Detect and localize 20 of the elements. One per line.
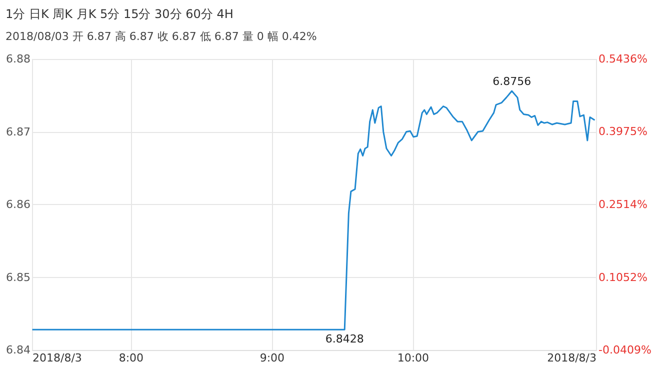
line-series	[32, 90, 596, 330]
y2-tick-label: 0.1052%	[598, 270, 648, 284]
y-tick-label: 6.86	[6, 198, 30, 211]
annotation: 6.8756	[492, 75, 532, 88]
y-tick-label: 6.84	[6, 344, 30, 356]
x-tick-label: 9:00	[260, 352, 285, 364]
x-tick-label: 8:00	[118, 352, 144, 364]
chart-title: 1分 日K 周K 月K 5分 15分 30分 60分 4H	[6, 7, 234, 21]
annotation: 6.8428	[325, 332, 364, 346]
y2-tick-label: -0.0409%	[598, 344, 652, 356]
x-tick-label: 10:00	[397, 352, 430, 364]
y2-tick-label: 0.5436%	[598, 52, 648, 66]
chart-subtitle: 2018/08/03 开 6.87 高 6.87 收 6.87 低 6.87 量 0 幅 0.42%	[6, 30, 317, 43]
y2-tick-label: 0.2514%	[598, 198, 648, 211]
y-tick-label: 6.87	[6, 125, 30, 138]
x-tick-label: 2018/8/3	[547, 352, 596, 364]
x-tick-label: 2018/8/3	[32, 352, 82, 364]
y-tick-label: 6.85	[6, 270, 30, 284]
y2-tick-label: 0.3975%	[598, 125, 648, 138]
y-tick-label: 6.88	[6, 52, 30, 66]
